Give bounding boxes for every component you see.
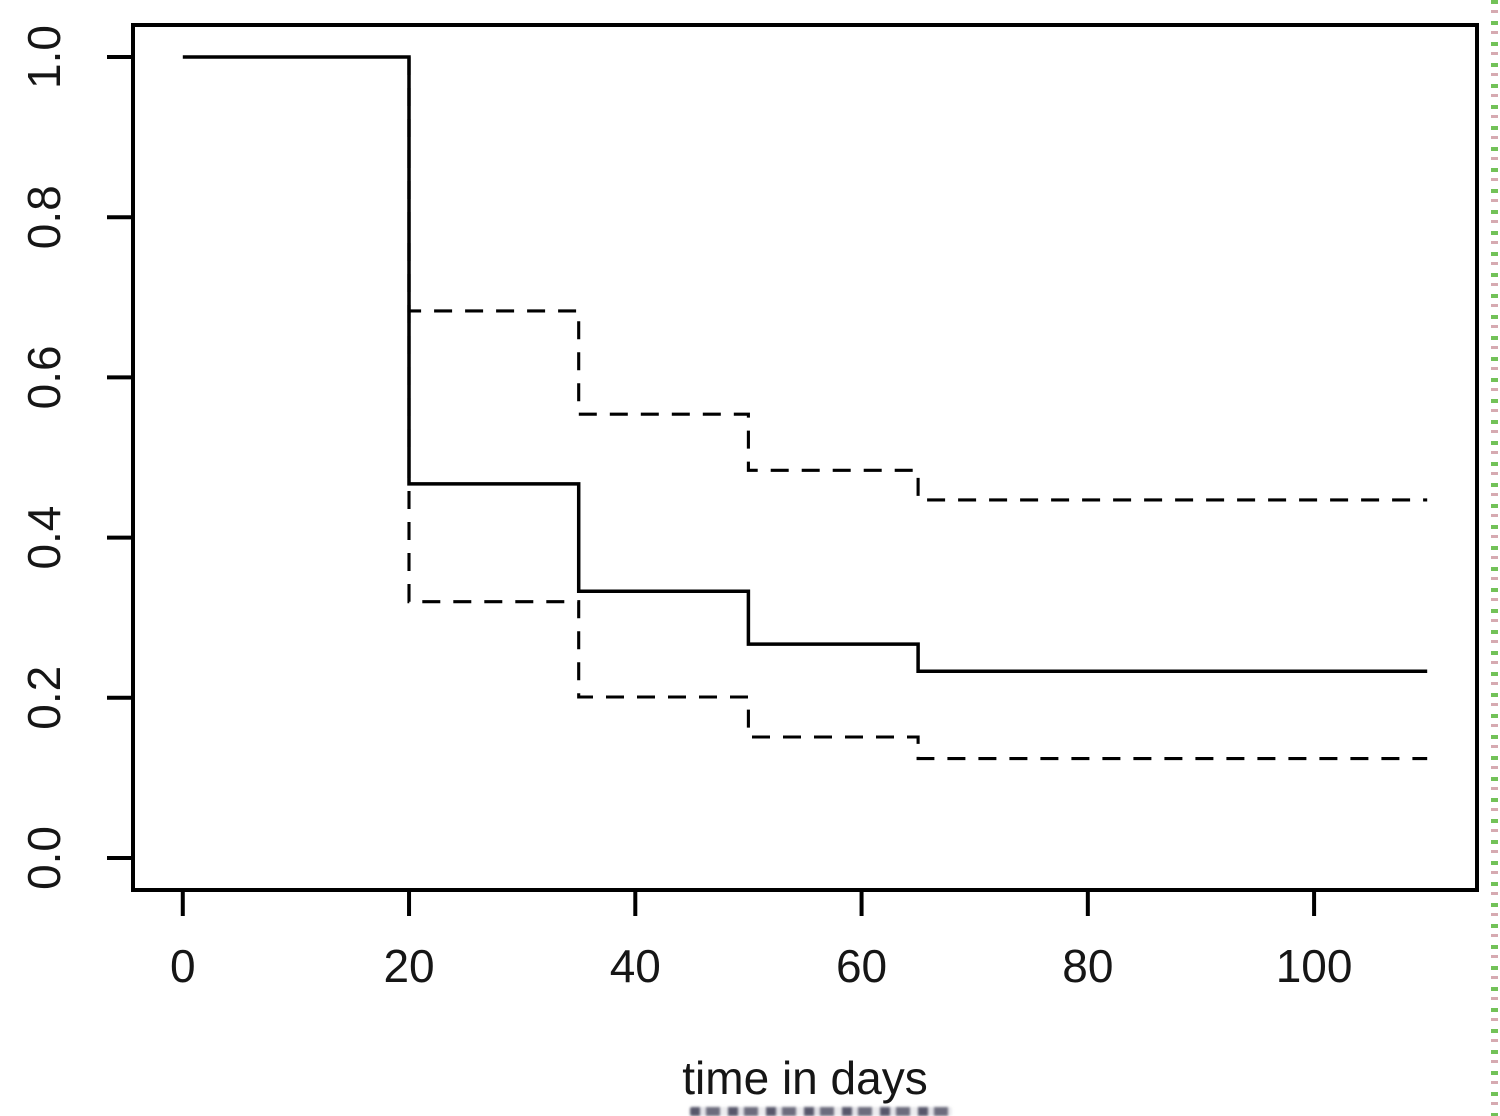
x-axis [180,890,1317,916]
y-axis [107,55,133,860]
y-axis-tick-labels: 0.0 0.2 0.4 0.6 0.8 1.0 [18,25,70,890]
lower-confidence-band-line [407,57,1428,761]
y-tick-label: 0.4 [18,506,70,570]
x-tick-label: 80 [1062,940,1113,992]
upper-confidence-band-line [407,57,1428,502]
cut-off-text-artifact [690,1107,952,1116]
x-tick-label: 20 [383,940,434,992]
x-axis-tick-labels: 0 20 40 60 80 100 [170,940,1352,992]
x-tick-label: 60 [836,940,887,992]
x-tick-label: 100 [1276,940,1353,992]
x-tick-label: 0 [170,940,196,992]
y-tick-label: 0.0 [18,826,70,890]
x-axis-title: time in days [682,1052,927,1104]
right-edge-dotted-border-artifact [1491,0,1498,1116]
y-tick-label: 0.8 [18,185,70,249]
y-tick-label: 1.0 [18,25,70,89]
y-tick-label: 0.2 [18,666,70,730]
x-tick-label: 40 [610,940,661,992]
plot-border-box [131,23,1479,892]
survival-curve-line [182,55,1428,674]
y-tick-label: 0.6 [18,345,70,409]
